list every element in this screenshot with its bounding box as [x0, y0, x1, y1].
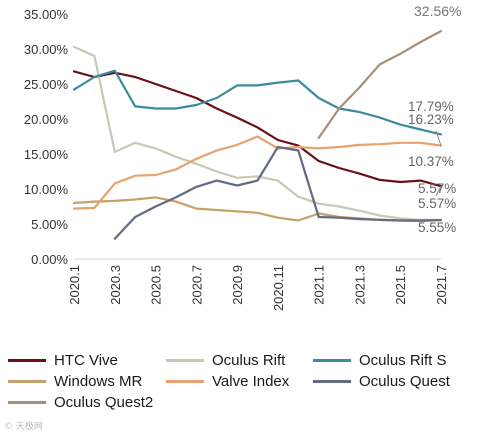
legend-item: Windows MR: [8, 371, 142, 391]
legend-item: Valve Index: [166, 371, 289, 391]
x-tick-label: 2020.7: [189, 265, 204, 305]
series-line-htc-vive: [72, 70, 443, 188]
end-label: 17.79%: [408, 99, 454, 114]
x-tick-label: 2020.1: [67, 265, 82, 305]
label-leader-line: [435, 130, 442, 146]
y-tick-label: 30.00%: [24, 42, 69, 57]
x-tick-label: 2021.1: [312, 265, 327, 305]
legend-item: Oculus Quest2: [8, 392, 153, 412]
end-labels: 32.56% 17.79%16.23% 10.37% 5.57%5.57% 5.55%: [408, 3, 461, 235]
x-tick-label: 2021.5: [393, 265, 408, 305]
series-line-windows-mr: [72, 196, 443, 223]
x-tick-label: 2021.3: [352, 265, 367, 305]
legend-swatch: [166, 358, 204, 362]
end-label: 10.37%: [408, 154, 454, 169]
x-tick-label: 2020.5: [149, 265, 164, 305]
legend-label: Windows MR: [54, 372, 143, 390]
end-label: 5.55%: [418, 220, 456, 235]
end-label: 5.57%: [418, 181, 456, 196]
series-lines: [72, 30, 443, 240]
legend-label: Valve Index: [212, 372, 290, 390]
legend-item: Oculus Rift: [166, 350, 285, 370]
series-line-oculus-quest: [113, 145, 443, 240]
series-line-valve-index: [72, 135, 443, 210]
legend-swatch: [8, 379, 46, 383]
end-label: 16.23%: [408, 112, 454, 127]
y-tick-label: 25.00%: [24, 77, 69, 92]
legend-label: Oculus Quest2: [54, 393, 154, 411]
y-tick-label: 5.00%: [31, 217, 68, 232]
x-tick-label: 2020.3: [108, 265, 123, 305]
legend-item: Oculus Rift S: [313, 350, 447, 370]
label-leader-line: [435, 185, 442, 197]
legend-label: Oculus Rift: [212, 351, 286, 369]
x-tick-label: 2020.11: [271, 265, 286, 311]
legend-item: Oculus Quest: [313, 371, 450, 391]
legend: HTC Vive Oculus Rift Oculus Rift S Windows …: [8, 350, 478, 434]
y-tick-label: 0.00%: [31, 252, 68, 267]
legend-swatch: [313, 379, 351, 383]
y-tick-label: 20.00%: [24, 112, 69, 127]
series-line-oculus-rift: [72, 45, 443, 221]
y-tick-label: 15.00%: [24, 147, 69, 162]
legend-label: Oculus Quest: [359, 372, 450, 390]
legend-swatch: [8, 400, 46, 404]
y-tick-label: 10.00%: [24, 182, 69, 197]
axes: 0.00% 5.00% 10.00% 15.00% 20.00% 25.00% 30.00%…: [24, 7, 449, 311]
end-label: 32.56%: [414, 3, 461, 19]
legend-swatch: [313, 358, 351, 362]
y-tick-label: 35.00%: [24, 7, 69, 22]
legend-swatch: [166, 379, 204, 383]
watermark: © 天极网: [4, 422, 43, 432]
legend-item: HTC Vive: [8, 350, 118, 370]
legend-label: Oculus Rift S: [359, 351, 447, 369]
x-tick-label: 2020.9: [230, 265, 245, 305]
series-line-oculus-rift-s: [72, 69, 443, 136]
x-tick-label: 2021.7: [434, 265, 449, 305]
end-label: 5.57%: [418, 196, 456, 211]
legend-label: HTC Vive: [54, 351, 118, 369]
series-line-oculus-quest2: [317, 30, 443, 139]
legend-swatch: [8, 358, 46, 362]
